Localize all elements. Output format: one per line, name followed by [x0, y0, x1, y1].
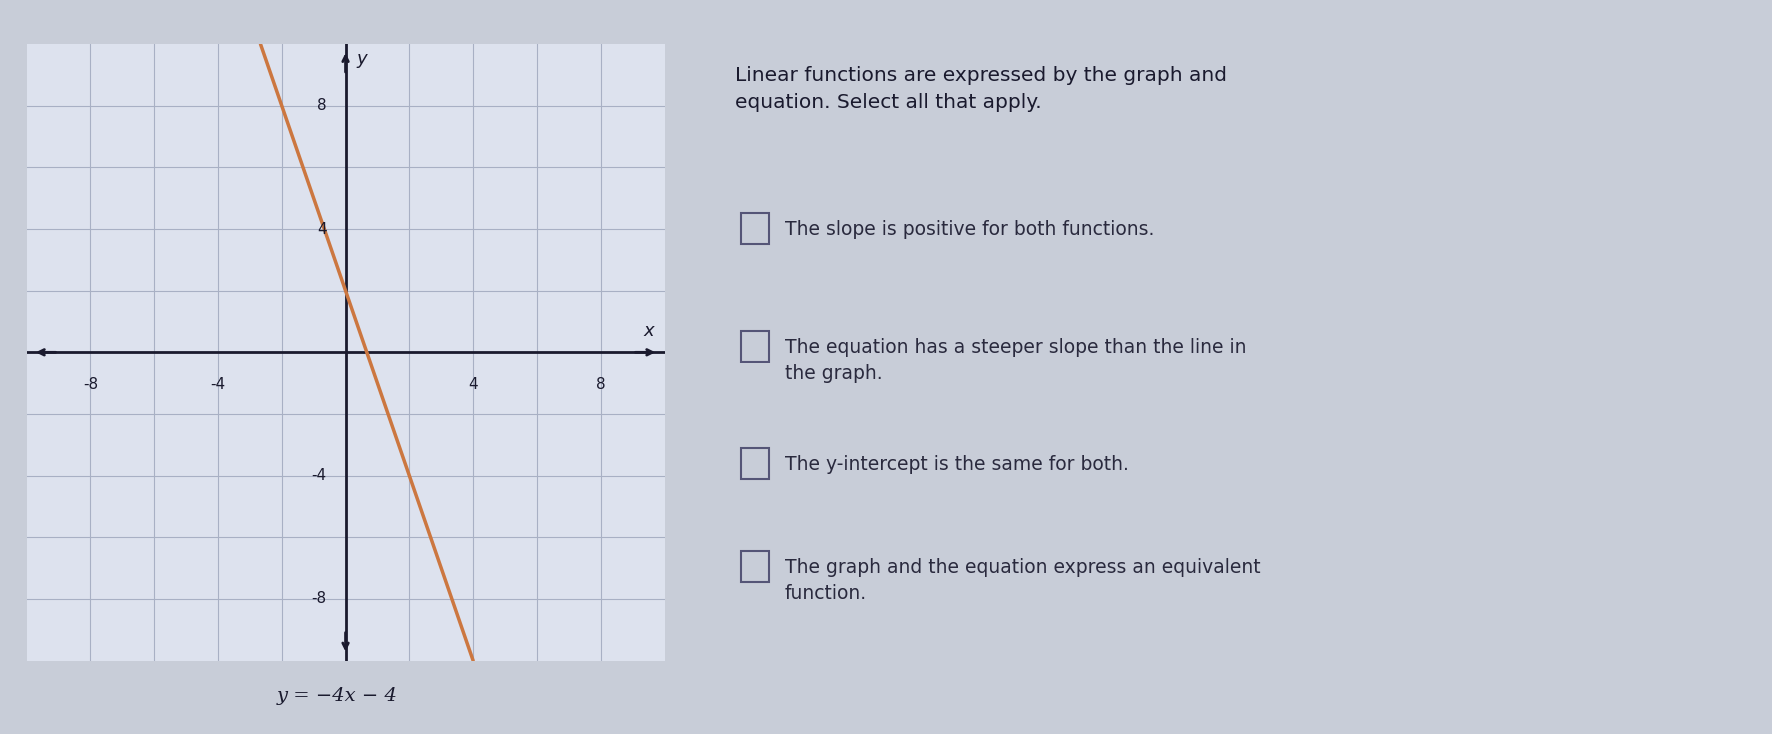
Text: The slope is positive for both functions.: The slope is positive for both functions… — [785, 220, 1154, 239]
Text: Linear functions are expressed by the graph and
equation. Select all that apply.: Linear functions are expressed by the gr… — [735, 66, 1228, 112]
Text: x: x — [643, 321, 654, 340]
Text: The y-intercept is the same for both.: The y-intercept is the same for both. — [785, 455, 1129, 474]
Text: -4: -4 — [211, 377, 225, 392]
Text: -8: -8 — [83, 377, 97, 392]
Text: 4: 4 — [317, 222, 326, 236]
Text: 8: 8 — [595, 377, 606, 392]
Text: 8: 8 — [317, 98, 326, 113]
Text: -8: -8 — [312, 592, 326, 606]
Text: 4: 4 — [468, 377, 478, 392]
Text: The equation has a steeper slope than the line in
the graph.: The equation has a steeper slope than th… — [785, 338, 1246, 383]
Text: -4: -4 — [312, 468, 326, 483]
Text: y = −4x − 4: y = −4x − 4 — [276, 686, 397, 705]
Text: y: y — [356, 51, 367, 68]
Text: The graph and the equation express an equivalent
function.: The graph and the equation express an eq… — [785, 558, 1260, 603]
